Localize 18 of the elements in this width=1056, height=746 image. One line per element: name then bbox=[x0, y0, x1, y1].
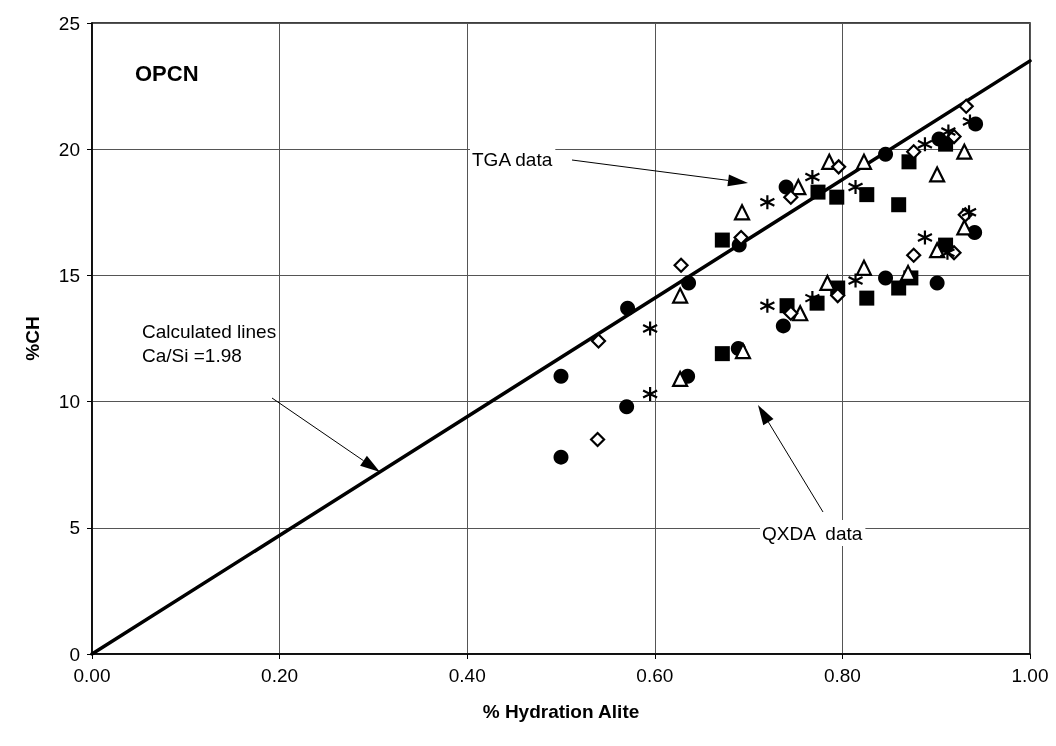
x-tick-label: 1.00 bbox=[1011, 665, 1049, 686]
y-tick-label: 0 bbox=[69, 643, 80, 665]
y-tick-label: 20 bbox=[58, 138, 80, 160]
x-axis-title: % Hydration Alite bbox=[482, 701, 640, 722]
annotation: TGA data bbox=[472, 148, 553, 170]
x-tick-label: 0.20 bbox=[261, 665, 299, 686]
y-tick-label: 10 bbox=[58, 391, 80, 413]
text: OPCN bbox=[135, 60, 199, 86]
y-tick-label: 25 bbox=[58, 12, 80, 34]
y-axis-title: %CH bbox=[22, 316, 43, 361]
x-tick-label: 0.40 bbox=[448, 665, 486, 686]
y-tick-label: 5 bbox=[69, 517, 80, 539]
annotation: QXDA data bbox=[762, 522, 863, 544]
y-tick-label: 15 bbox=[58, 264, 80, 286]
annotation: Calculated lines Ca/Si =1.98 bbox=[142, 320, 277, 366]
x-tick-label: 0.60 bbox=[636, 665, 674, 686]
x-tick-label: 0.00 bbox=[73, 665, 111, 686]
x-tick-label: 0.80 bbox=[823, 665, 861, 686]
